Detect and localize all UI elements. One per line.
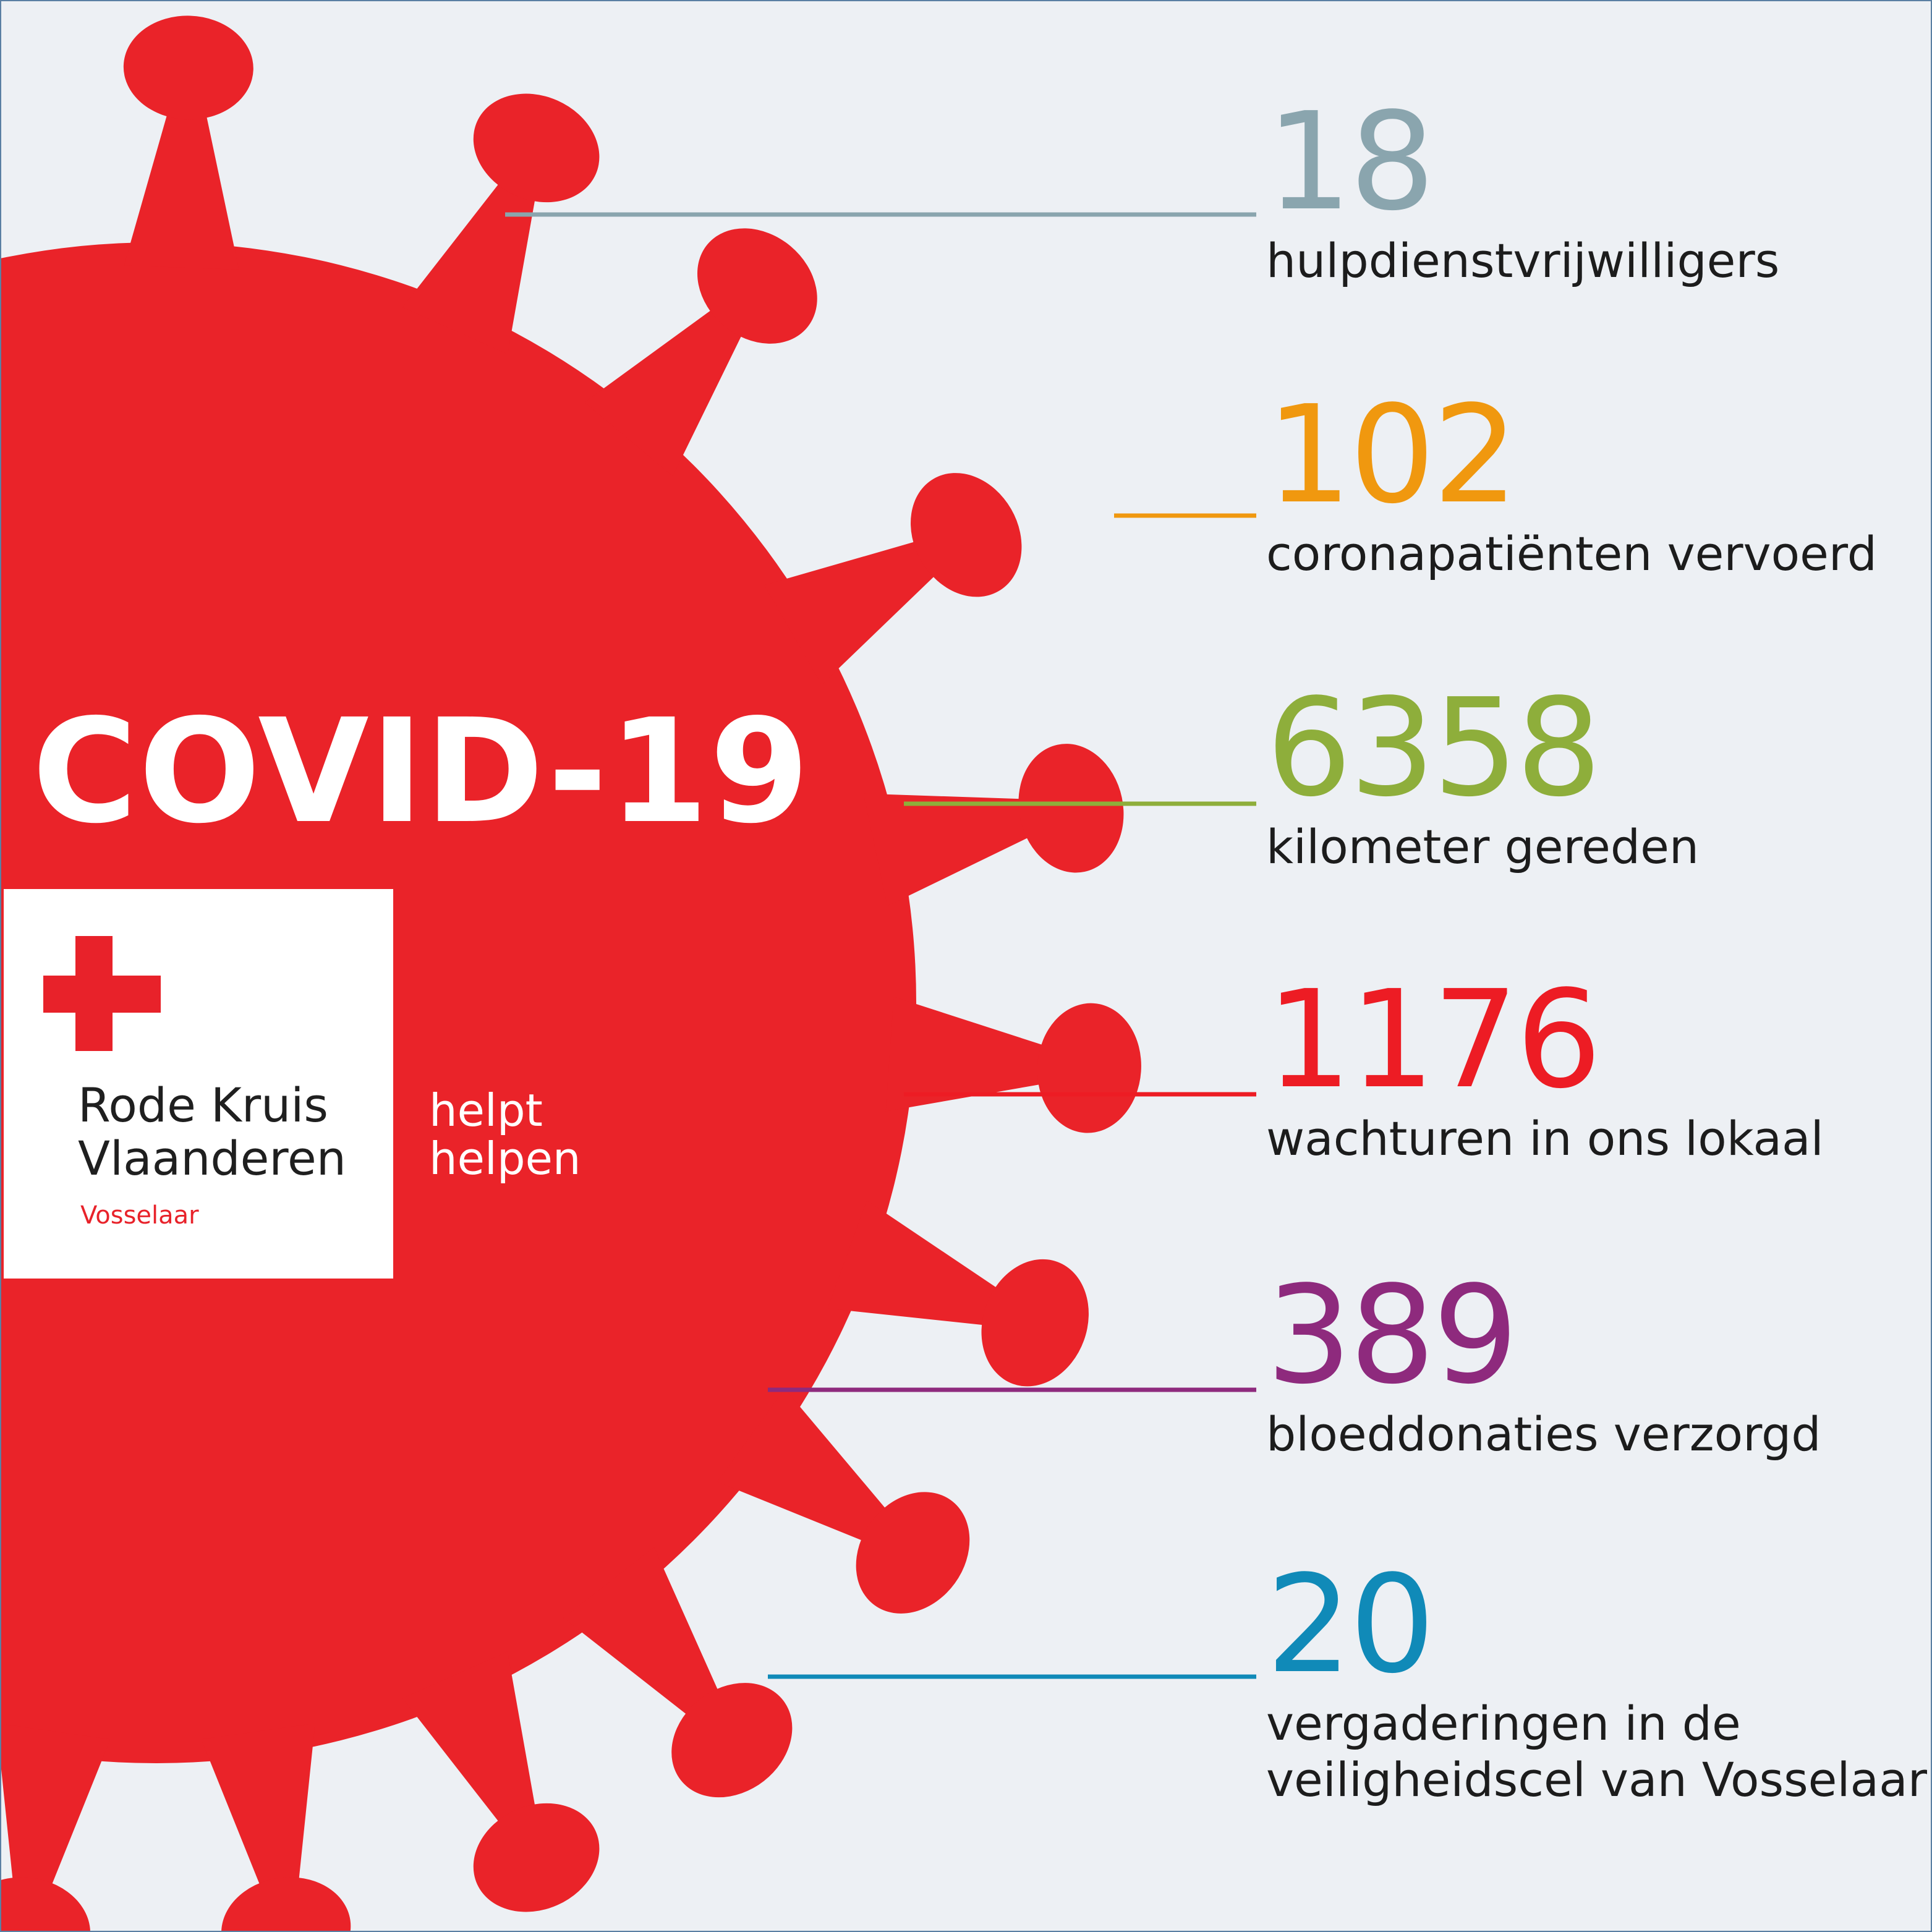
virus-spike-cap	[697, 228, 817, 344]
stat-label: bloeddonaties verzorgd	[1266, 1406, 1821, 1462]
virus-spike-stem	[863, 793, 1031, 906]
slogan-line2: helpen	[429, 1133, 581, 1185]
virus-spike-stem	[402, 1651, 536, 1824]
virus-spike-stem	[124, 112, 239, 270]
virus-body	[1, 242, 916, 1763]
stat-kilometers: 6358 kilometer gereden	[1266, 681, 1699, 875]
virus-spike-stem	[402, 181, 536, 354]
org-name-line1: Rode Kruis	[78, 1078, 329, 1133]
stat-volunteers: 18 hulpdienstvrijwilligers	[1266, 95, 1779, 289]
virus-spike-cap	[1, 1877, 90, 1931]
stat-meetings: 20 vergaderingen in de veiligheidscel va…	[1266, 1558, 1927, 1808]
virus-spike-cap	[473, 93, 600, 203]
virus-spike-stem	[563, 1547, 719, 1716]
stat-hours: 1176 wachturen in ons lokaal	[1266, 973, 1824, 1167]
virus-spike-cap	[856, 1492, 970, 1614]
rode-kruis-logo: Rode Kruis Vlaanderen Vosselaar	[4, 889, 393, 1279]
virus-spike-stem	[827, 1200, 999, 1326]
stat-value: 20	[1266, 1547, 1435, 1703]
slogan-line1: helpt	[429, 1084, 543, 1136]
virus-spike-stem	[584, 308, 743, 477]
virus-spike-cap	[911, 473, 1022, 597]
org-name-line2: Vlaanderen	[78, 1131, 346, 1186]
org-location: Vosselaar	[80, 1201, 199, 1230]
virus-spike-cap	[473, 1803, 600, 1912]
stat-value: 1176	[1266, 962, 1602, 1118]
virus-shape	[1, 15, 1141, 1931]
stat-donations: 389 bloeddonaties verzorgd	[1266, 1269, 1821, 1462]
stat-patients: 102 coronapatiënten vervoerd	[1266, 388, 1877, 582]
virus-spike-stem	[764, 541, 937, 685]
stat-label-line2: veiligheidscel van Vosselaar	[1266, 1752, 1927, 1808]
virus-spike-cap	[221, 1877, 351, 1931]
virus-spike-cap	[981, 1259, 1089, 1387]
leader-lines	[505, 212, 1256, 1679]
virus-spike-stem	[201, 1723, 315, 1887]
virus-spike-stem	[1, 1724, 111, 1887]
stat-value: 18	[1266, 84, 1435, 240]
stat-value: 389	[1266, 1258, 1518, 1414]
virus-spike-stem	[717, 1389, 888, 1542]
stat-value: 102	[1266, 377, 1518, 534]
stat-label: coronapatiënten vervoerd	[1266, 526, 1877, 581]
virus-spike-stem	[885, 997, 1045, 1112]
stat-value: 6358	[1266, 670, 1602, 827]
covid-title: COVID-19	[32, 688, 811, 855]
virus-spike-cap	[671, 1683, 793, 1798]
stat-label: vergaderingen in de	[1266, 1696, 1741, 1751]
virus-spike-cap	[123, 15, 253, 120]
stat-label: wachturen in ons lokaal	[1266, 1111, 1824, 1166]
virus-spike-cap	[1018, 744, 1124, 873]
stat-label: kilometer gereden	[1266, 819, 1699, 874]
virus-spike-cap	[1037, 1003, 1141, 1133]
stat-label: hulpdienstvrijwilligers	[1266, 233, 1780, 288]
red-cross-icon-bar	[43, 976, 161, 1013]
